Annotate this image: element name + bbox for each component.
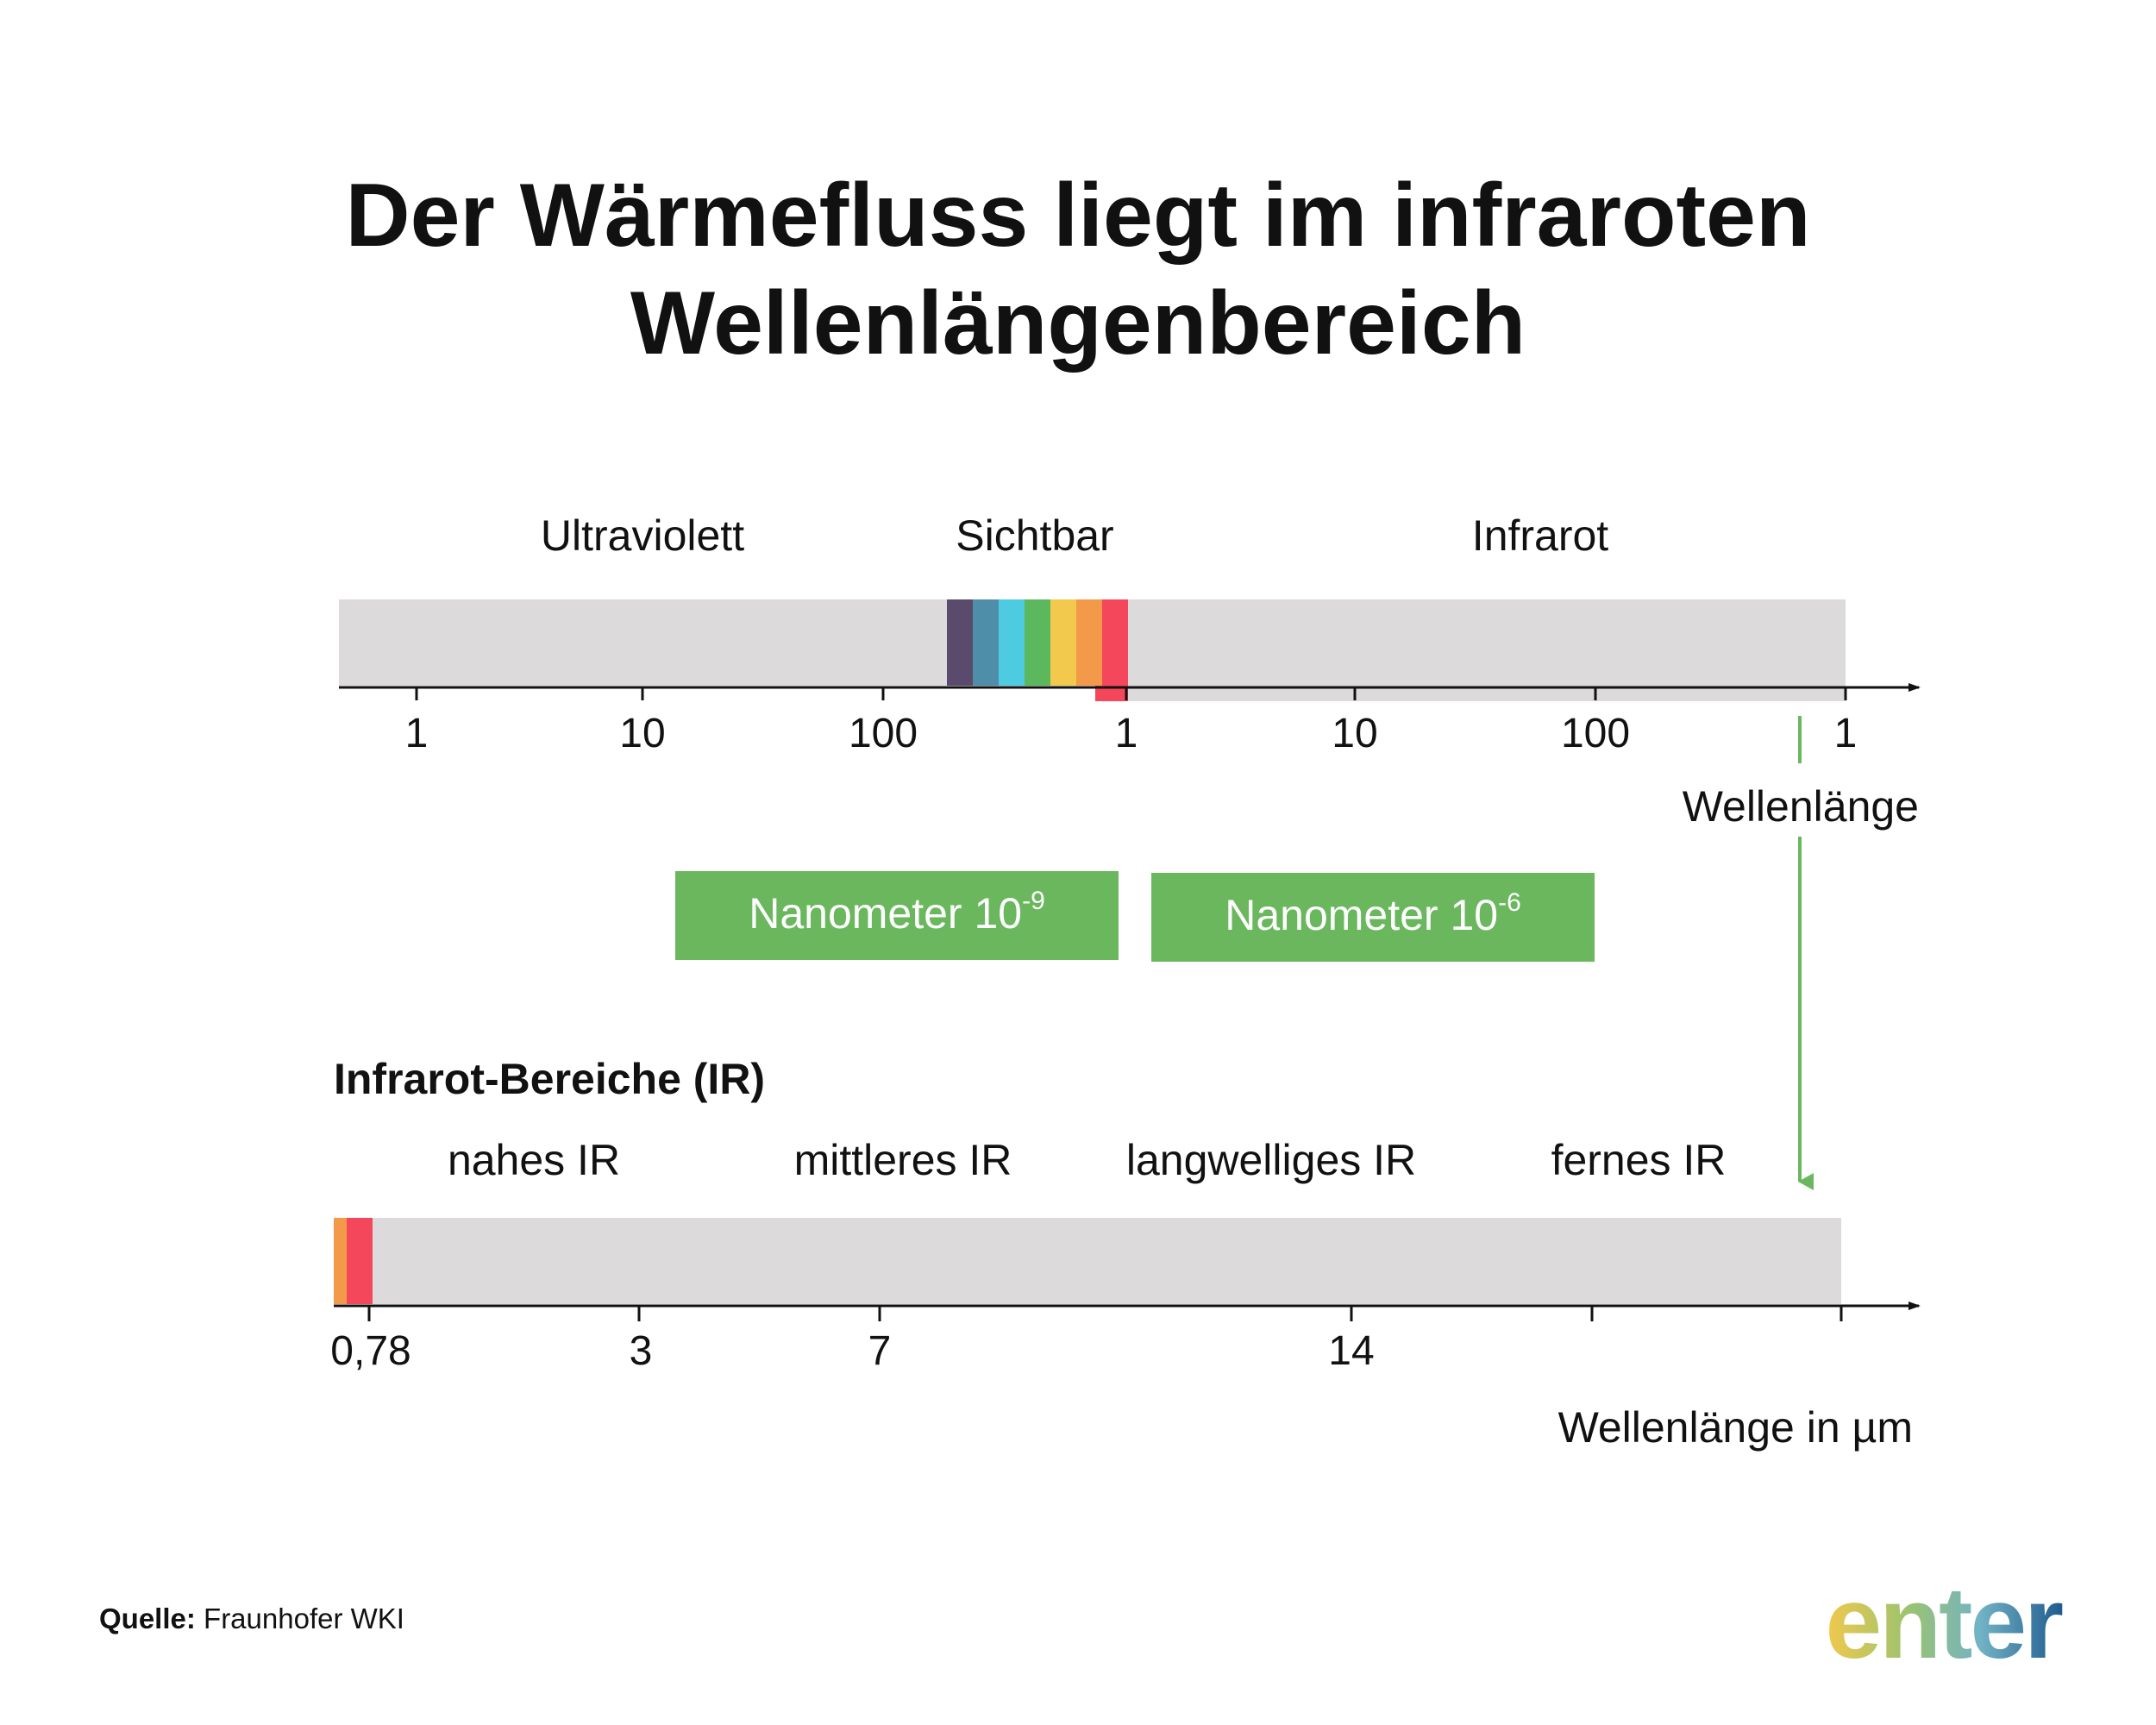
region-label-visible: Sichtbar bbox=[956, 511, 1113, 560]
ir-region-mid: mittleres IR bbox=[794, 1136, 1012, 1184]
title-line-1: Der Wärmefluss liegt im infraroten bbox=[345, 166, 1810, 266]
unit-box-text: Nanometer 10 bbox=[749, 889, 1022, 938]
visible-band-yellow bbox=[1050, 599, 1076, 686]
title-line-2: Wellenlängenbereich bbox=[630, 273, 1526, 373]
visible-band-orange bbox=[1076, 599, 1102, 686]
ir-tick-label: 14 bbox=[1328, 1328, 1374, 1374]
region-label-infrared: Infrarot bbox=[1472, 511, 1609, 560]
visible-band-cyan bbox=[999, 599, 1025, 686]
spectrum-bar-ir-extension bbox=[1125, 686, 1846, 701]
spectrum-tick-label: 1 bbox=[405, 711, 429, 756]
spectrum-tick-label: 10 bbox=[1332, 711, 1377, 756]
ir-axis-label: Wellenlänge in µm bbox=[1558, 1403, 1913, 1452]
ir-region-near: nahes IR bbox=[448, 1136, 620, 1184]
unit-box-nanometer-9: Nanometer 10-9 bbox=[675, 871, 1119, 960]
unit-box-background bbox=[675, 871, 1119, 960]
spectrum-tick-label: 1 bbox=[1834, 711, 1858, 756]
source-label: Quelle: bbox=[99, 1603, 196, 1634]
source-spacer bbox=[196, 1603, 204, 1634]
unit-box-exponent: -9 bbox=[1022, 887, 1045, 915]
unit-box-text: Nanometer 10 bbox=[1225, 891, 1498, 939]
spectrum-tick-label: 10 bbox=[619, 711, 665, 756]
ir-bar-red bbox=[347, 1218, 373, 1304]
visible-band-red bbox=[1102, 599, 1128, 686]
ir-tick-label: 0,78 bbox=[330, 1328, 411, 1374]
unit-box-exponent: -6 bbox=[1498, 888, 1521, 917]
ir-tick-labels: 0,78 3 7 14 bbox=[330, 1328, 1374, 1374]
ir-region-long: langwelliges IR bbox=[1126, 1136, 1416, 1184]
brand-logo: enter bbox=[1825, 1566, 2063, 1680]
unit-box-label: Nanometer 10-9 bbox=[749, 887, 1045, 938]
spectrum-axis-label: Wellenlänge bbox=[1683, 782, 1919, 831]
spectrum-tick-label: 1 bbox=[1115, 711, 1138, 756]
visible-band-red-extension bbox=[1095, 686, 1128, 701]
ir-bar bbox=[334, 1218, 1841, 1304]
unit-box-label: Nanometer 10-6 bbox=[1225, 888, 1521, 939]
spectrum-ticks bbox=[415, 687, 1847, 700]
region-label-ultraviolet: Ultraviolett bbox=[541, 511, 744, 560]
spectrum-tick-labels: 1 10 100 1 10 100 1 bbox=[405, 711, 1858, 756]
source-value: Fraunhofer WKI bbox=[204, 1603, 404, 1634]
ir-tick-label: 7 bbox=[868, 1328, 892, 1374]
ir-tick-label: 3 bbox=[630, 1328, 653, 1374]
ir-heading: Infrarot-Bereiche (IR) bbox=[334, 1055, 765, 1103]
spectrum-tick-label: 100 bbox=[849, 711, 918, 756]
unit-box-background bbox=[1151, 873, 1595, 962]
visible-band-green bbox=[1025, 599, 1050, 686]
ir-region-far: fernes IR bbox=[1551, 1136, 1727, 1184]
source-credit: Quelle: Fraunhofer WKI bbox=[99, 1603, 404, 1634]
spectrum-tick-label: 100 bbox=[1561, 711, 1630, 756]
ir-ticks bbox=[367, 1306, 1843, 1321]
visible-band-violet bbox=[947, 599, 973, 686]
ir-bar-orange bbox=[334, 1218, 347, 1304]
visible-light-band bbox=[947, 599, 1128, 701]
visible-band-blue bbox=[973, 599, 999, 686]
unit-box-nanometer-6: Nanometer 10-6 bbox=[1151, 873, 1595, 962]
